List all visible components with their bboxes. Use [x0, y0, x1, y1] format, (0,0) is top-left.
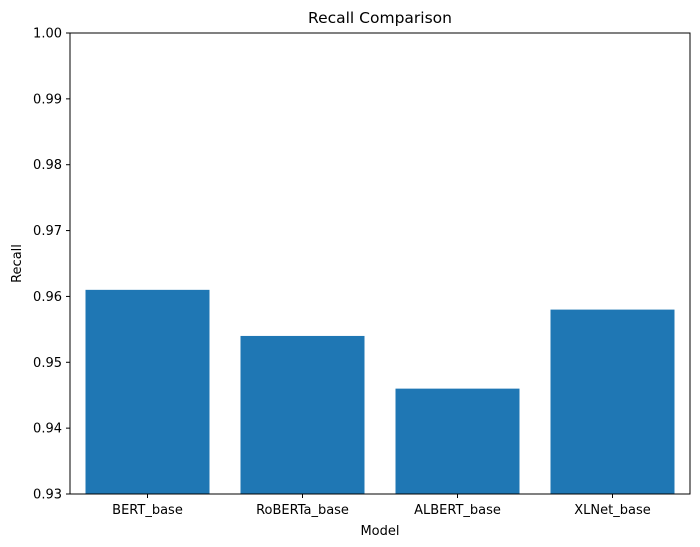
bar-RoBERTa_base: [240, 335, 365, 494]
y-tick-label: 0.96: [33, 290, 62, 305]
x-axis-title: Model: [360, 524, 399, 539]
y-axis: 0.93 0.94 0.95 0.96 0.97 0.98 0.99 1.00: [33, 27, 70, 503]
x-tick-label: BERT_base: [112, 503, 183, 518]
y-axis-title: Recall: [10, 244, 25, 283]
y-tick-label: 0.93: [33, 488, 62, 503]
y-tick-label: 0.97: [33, 224, 62, 239]
y-tick-label: 0.98: [33, 158, 62, 173]
y-tick-label: 0.94: [33, 422, 62, 437]
plot-frame: [69, 32, 691, 495]
bar-ALBERT_base: [395, 388, 520, 494]
bar-XLNet_base: [550, 309, 675, 494]
y-tick-label: 0.95: [33, 356, 62, 371]
chart-title: Recall Comparison: [308, 9, 452, 27]
x-tick-label: ALBERT_base: [414, 503, 501, 518]
bars-group: [85, 289, 675, 494]
y-tick-label: 1.00: [33, 27, 62, 42]
x-axis: BERT_base RoBERTa_base ALBERT_base XLNet_ba…: [112, 494, 651, 518]
y-tick-label: 0.99: [33, 92, 62, 107]
bar-BERT_base: [85, 289, 210, 494]
x-tick-label: XLNet_base: [574, 503, 650, 518]
x-tick-label: RoBERTa_base: [256, 503, 349, 518]
